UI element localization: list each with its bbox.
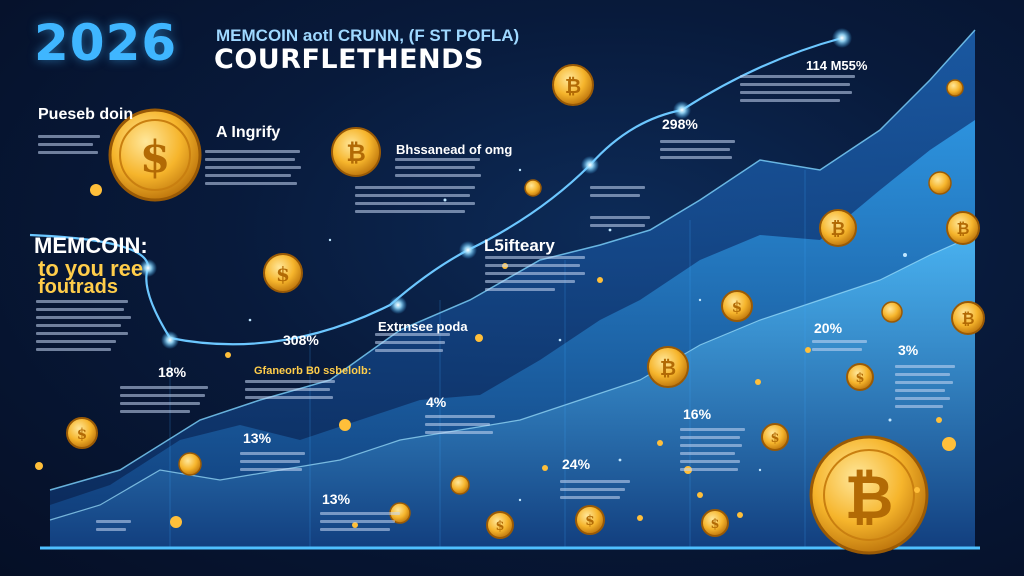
coin-icon: $ [721,290,753,322]
coin-icon: $ [701,509,729,537]
ridge-line [49,29,976,491]
coin-icon: ₿ [809,435,929,555]
coin-icon [178,452,202,476]
trend-node [139,259,157,277]
svg-text:₿: ₿ [346,139,366,167]
chart-area-front [50,235,975,548]
label-strategy: L5ifteary [484,236,555,255]
trend-node [673,101,691,119]
svg-text:$: $ [495,519,504,534]
trend-node [832,28,852,48]
coin-icon [881,301,903,323]
coin-icon: ₿ [951,301,985,335]
percent-label: 20% [814,320,843,336]
coin-icon: $ [761,423,789,451]
coin-icon [928,171,952,195]
label-center-small: A Ingrify [216,124,281,141]
trend-node [581,156,599,174]
svg-text:$: $ [77,425,87,443]
svg-text:₿: ₿ [660,356,676,380]
trend-node [161,331,179,349]
svg-text:$: $ [585,513,595,529]
gold-dots [35,184,956,528]
coin-icon: $ [575,505,605,535]
percent-label: 308% [283,332,319,348]
svg-text:$: $ [732,298,742,316]
coin-icon: $ [66,417,98,449]
svg-text:₿: ₿ [956,219,969,238]
svg-text:₿: ₿ [961,309,974,328]
coin-icon: $ [846,363,874,391]
label-bottom-left: Gfaneorb B0 ssbelolb: [254,365,372,377]
percent-label: 298% [662,116,698,132]
label-left-top: Pueseb doin [38,106,134,123]
coin-icon: $ [108,108,202,202]
svg-text:$: $ [770,431,779,446]
decorative-text-lines [36,75,955,531]
trend-node [459,241,477,259]
coin-icon: ₿ [819,209,857,247]
memcoin-line1: to you ree [38,256,144,281]
percent-label: 24% [562,456,591,472]
label-bottom-mid: Extrnsee poda [378,319,468,334]
svg-text:₿: ₿ [831,219,846,240]
svg-text:$: $ [276,262,290,286]
percent-label: 18% [158,364,187,380]
coin-icon: ₿ [552,64,594,106]
svg-text:$: $ [140,132,171,183]
trend-node [389,296,407,314]
coin-icon [524,179,542,197]
header-year: 2026 [34,14,178,72]
percent-label: 13% [322,491,351,507]
label-top-right: 114 M55% [806,58,868,73]
memcoin-line2: foutrads [38,276,118,298]
coin-icon [946,79,964,97]
sparkles [248,168,907,502]
svg-text:$: $ [855,371,864,386]
percent-label: 13% [243,430,272,446]
memcoin-title: MEMCOIN: [34,233,148,258]
percent-label: 16% [683,406,712,422]
coin-icon: ₿ [331,127,381,177]
coin-icon: ₿ [946,211,980,245]
ridge-line-front [49,234,976,521]
coin-icon: $ [263,253,303,293]
percent-label: 3% [898,342,919,358]
svg-text:₿: ₿ [845,463,894,533]
svg-text:₿: ₿ [565,74,581,98]
svg-text:$: $ [710,517,719,532]
header-subtitle: MEMCOIN aotl CRUNN, (F ST POFLA) [216,26,520,45]
coin-icon: ₿ [647,346,689,388]
coin-icon [450,475,470,495]
coin-icon: $ [486,511,514,539]
page-title: COURFLETHENDS [214,44,484,75]
percent-label: 4% [426,394,447,410]
label-mid-title: Bhssanead of omg [396,142,513,157]
